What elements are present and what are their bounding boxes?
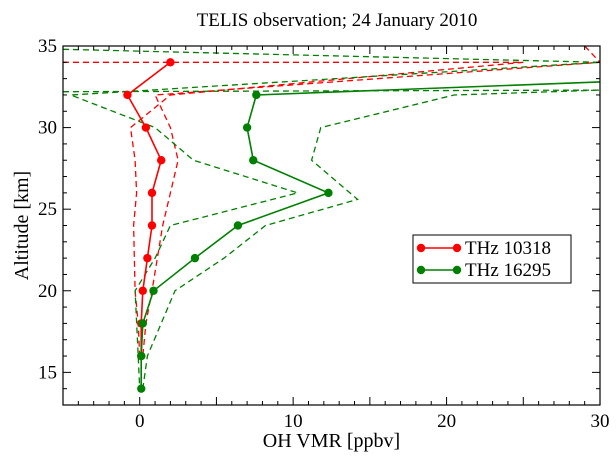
- series-2-bound-lower: [63, 48, 600, 389]
- y-tick-label: 20: [38, 281, 57, 302]
- chart-title: TELIS observation; 24 January 2010: [197, 10, 478, 31]
- uncertainty-bounds: [63, 46, 600, 389]
- series-2-point: [242, 123, 252, 132]
- y-tick-label: 25: [38, 199, 57, 220]
- x-tick-label: 0: [135, 411, 145, 432]
- x-tick-label: 10: [284, 411, 303, 432]
- series-2-point: [137, 384, 146, 393]
- plot-frame: [62, 45, 601, 406]
- series-1-point: [156, 156, 166, 165]
- series-2-point: [137, 351, 146, 361]
- y-tick-label: 30: [38, 118, 57, 139]
- series-2-bound-upper: [63, 89, 600, 389]
- series-2-point: [233, 221, 243, 230]
- series-1-bound-upper: [142, 46, 600, 357]
- x-tick-label: 20: [437, 411, 456, 432]
- series-2-point: [252, 90, 261, 100]
- series-2-point: [149, 286, 158, 295]
- legend-entry-label: THz 10318: [465, 238, 551, 259]
- axis-ticks: 0 10 20 30 15 20 25 30 35: [38, 36, 610, 432]
- legend-marker: [416, 265, 426, 275]
- legend-marker: [452, 243, 462, 253]
- series-1-point: [147, 221, 157, 230]
- legend-box: [412, 234, 572, 284]
- x-axis-label: OH VMR [ppbv]: [263, 430, 400, 452]
- legend-marker: [452, 265, 462, 275]
- legend-marker: [416, 243, 426, 253]
- y-tick-label: 15: [38, 362, 57, 383]
- y-axis-label: Altitude [km]: [11, 171, 33, 280]
- series-1-point: [123, 90, 132, 100]
- y-tick-label: 35: [38, 36, 57, 57]
- series-2-point: [249, 156, 258, 165]
- series-1-point: [147, 188, 157, 198]
- series-1-point: [166, 58, 175, 67]
- series-1-point: [138, 286, 147, 295]
- series-2-point: [138, 319, 147, 328]
- series-1-line: [126, 61, 171, 356]
- series-2-point: [324, 188, 333, 198]
- series-1-bound-lower: [63, 61, 524, 357]
- series-1-point: [141, 123, 151, 132]
- legend-entry-label: THz 16295: [465, 260, 551, 281]
- series-2-point: [190, 253, 200, 263]
- series-lines: [123, 58, 600, 393]
- x-tick-label: 30: [591, 411, 610, 432]
- series-1-point: [143, 253, 152, 263]
